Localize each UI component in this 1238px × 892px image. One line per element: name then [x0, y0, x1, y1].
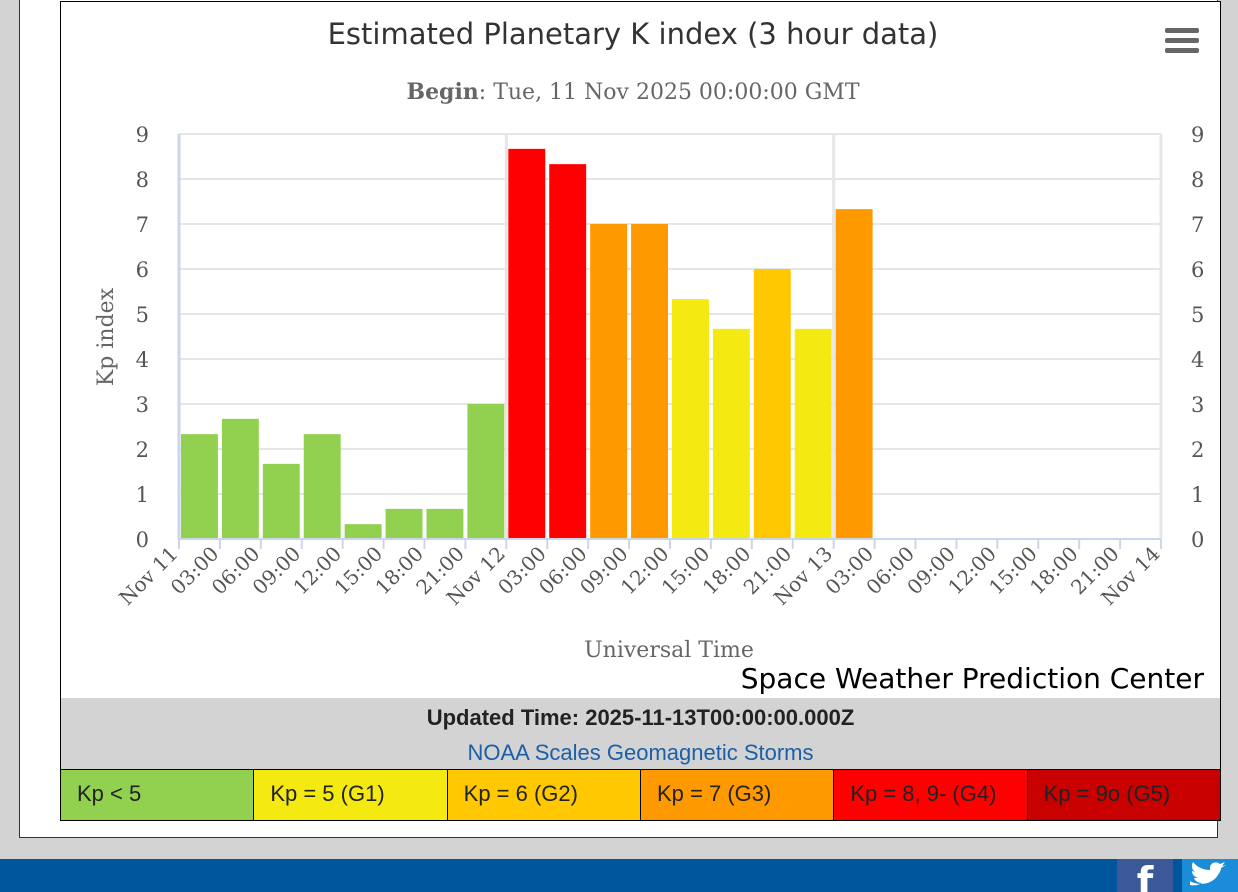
kp-bar: [753, 269, 791, 539]
legend-item-g3: Kp = 7 (G3): [640, 770, 835, 820]
y-tick-label-left: 3: [136, 393, 149, 417]
legend-label: Kp < 5: [77, 781, 142, 806]
kp-bar: [672, 299, 709, 539]
y-tick-label-right: 9: [1191, 123, 1204, 147]
y-tick-label-left: 9: [136, 123, 149, 147]
y-axis-title: Kp index: [94, 287, 119, 386]
legend-item-g4: Kp = 8, 9- (G4): [834, 770, 1028, 820]
legend-item-g5: Kp = 9o (G5): [1027, 770, 1220, 820]
y-tick-label-right: 5: [1191, 303, 1204, 327]
y-tick-label-left: 1: [136, 483, 149, 507]
y-tick-label-right: 3: [1191, 393, 1204, 417]
y-tick-label-left: 7: [136, 213, 149, 237]
info-bar: Updated Time: 2025-11-13T00:00:00.000Z N…: [61, 698, 1220, 769]
kp-legend: Kp < 5 Kp = 5 (G1) Kp = 6 (G2) Kp = 7 (G…: [61, 769, 1220, 820]
legend-label: Kp = 8, 9- (G4): [850, 781, 997, 806]
kp-bar: [590, 224, 628, 539]
kp-bar: [549, 164, 587, 539]
kp-bar: [181, 434, 218, 539]
noaa-scales-link[interactable]: NOAA Scales Geomagnetic Storms: [467, 740, 814, 765]
legend-label: Kp = 7 (G3): [656, 781, 772, 806]
facebook-icon[interactable]: f: [1117, 859, 1173, 892]
chart-title: Estimated Planetary K index (3 hour data…: [328, 17, 939, 51]
kp-bar: [262, 463, 300, 539]
kp-bar: [426, 508, 464, 539]
kp-bar: [221, 418, 259, 539]
x-axis-title: Universal Time: [584, 638, 754, 663]
kp-bar: [508, 148, 546, 539]
y-tick-label-right: 6: [1191, 258, 1204, 282]
kp-bar: [712, 328, 750, 539]
y-tick-label-right: 8: [1191, 168, 1204, 192]
legend-label: Kp = 5 (G1): [270, 781, 385, 806]
kp-bar: [344, 524, 382, 539]
y-tick-label-left: 5: [136, 303, 149, 327]
legend-label: Kp = 9o (G5): [1043, 781, 1171, 806]
chart-menu-button[interactable]: [1165, 28, 1199, 58]
updated-time: Updated Time: 2025-11-13T00:00:00.000Z: [426, 705, 855, 730]
y-tick-label-right: 1: [1191, 483, 1204, 507]
page-panel: 0 0 1 1 2 2 3 3 4 4 5 5 6 6 7 7 8 8 9 9 Nov 11 03:00 06:00 09:0…: [19, 0, 1221, 838]
y-tick-label-left: 2: [136, 438, 149, 462]
credit-label: Space Weather Prediction Center: [740, 662, 1204, 695]
y-tick-label-left: 8: [136, 168, 149, 192]
kp-bar: [467, 404, 505, 539]
chart-subtitle: Begin: Tue, 11 Nov 2025 00:00:00 GMT: [406, 79, 859, 105]
legend-item-kp-below-5: Kp < 5: [61, 770, 255, 820]
y-tick-label-right: 0: [1191, 528, 1204, 552]
y-tick-label-left: 4: [136, 348, 149, 372]
y-tick-label-right: 2: [1191, 438, 1204, 462]
legend-label: Kp = 6 (G2): [463, 781, 578, 806]
legend-item-g2: Kp = 6 (G2): [447, 770, 641, 820]
kp-bar: [385, 508, 423, 539]
kp-bar: [303, 434, 341, 539]
y-tick-label-left: 6: [136, 258, 149, 282]
kp-bar: [794, 328, 832, 539]
site-footer: f: [0, 859, 1238, 892]
chart-frame: 0 0 1 1 2 2 3 3 4 4 5 5 6 6 7 7 8 8 9 9 Nov 11 03:00 06:00 09:0…: [60, 1, 1221, 821]
y-tick-label-right: 4: [1191, 348, 1204, 372]
legend-item-g1: Kp = 5 (G1): [254, 770, 448, 820]
twitter-icon[interactable]: [1182, 859, 1238, 892]
y-tick-label-right: 7: [1191, 213, 1204, 237]
kp-bar: [631, 224, 668, 539]
y-tick-label-left: 0: [136, 528, 149, 552]
kp-bar: [835, 209, 873, 539]
